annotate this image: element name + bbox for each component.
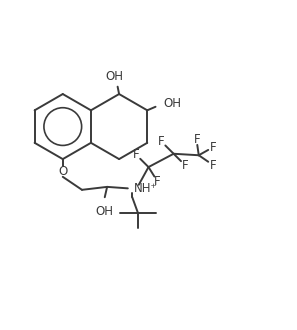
Text: F: F	[210, 141, 217, 154]
Text: OH: OH	[96, 206, 114, 218]
Text: F: F	[182, 159, 189, 172]
Text: F: F	[158, 135, 165, 148]
Text: F: F	[210, 159, 217, 172]
Text: NH⁺: NH⁺	[134, 182, 157, 195]
Text: OH: OH	[106, 70, 124, 83]
Text: OH: OH	[164, 97, 181, 110]
Text: O: O	[58, 165, 67, 178]
Text: F: F	[194, 133, 200, 147]
Text: F: F	[133, 148, 139, 161]
Text: F: F	[154, 175, 161, 188]
